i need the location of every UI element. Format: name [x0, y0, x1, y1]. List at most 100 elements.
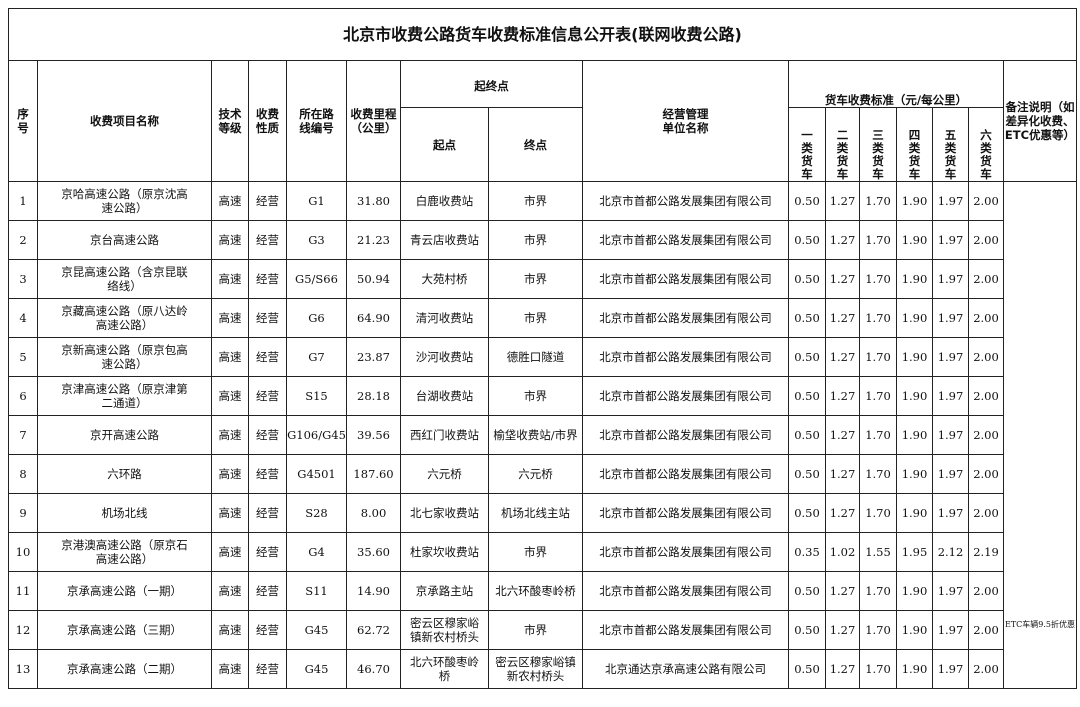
cell-mileage: 14.90	[346, 571, 401, 611]
cell-route: S28	[286, 493, 347, 533]
cell-fee-class-4: 1.90	[896, 571, 933, 611]
cell-end: 密云区穆家峪镇新农村桥头	[488, 649, 583, 689]
cell-mileage: 187.60	[346, 454, 401, 494]
cell-fee-class-1: 0.50	[788, 649, 826, 689]
cell-end: 六元桥	[488, 454, 583, 494]
cell-route: S15	[286, 376, 347, 416]
cell-operator: 北京市首都公路发展集团有限公司	[582, 454, 789, 494]
cell-end: 市界	[488, 610, 583, 650]
cell-route: G7	[286, 337, 347, 377]
cell-grade: 高速	[211, 610, 249, 650]
cell-end: 德胜口隧道	[488, 337, 583, 377]
cell-fee-class-2: 1.27	[825, 415, 860, 455]
header-operator: 经营管理单位名称	[582, 60, 789, 182]
cell-no: 1	[8, 181, 38, 221]
cell-mileage: 31.80	[346, 181, 401, 221]
cell-fee-class-6: 2.00	[968, 415, 1004, 455]
cell-fee-class-1: 0.50	[788, 454, 826, 494]
cell-fee-class-4: 1.90	[896, 454, 933, 494]
cell-grade: 高速	[211, 415, 249, 455]
cell-fee-class-5: 1.97	[932, 337, 969, 377]
cell-fee-class-6: 2.00	[968, 298, 1004, 338]
cell-end: 市界	[488, 259, 583, 299]
cell-mileage: 21.23	[346, 220, 401, 260]
cell-end: 市界	[488, 298, 583, 338]
cell-fee-class-2: 1.27	[825, 337, 860, 377]
header-grade: 技术等级	[211, 60, 249, 182]
cell-route: G106/G45	[286, 415, 347, 455]
cell-grade: 高速	[211, 532, 249, 572]
header-route: 所在路线编号	[286, 60, 347, 182]
cell-fee-class-4: 1.90	[896, 415, 933, 455]
cell-mileage: 23.87	[346, 337, 401, 377]
cell-fee-class-5: 1.97	[932, 259, 969, 299]
cell-fee-class-3: 1.70	[859, 337, 897, 377]
cell-name: 京津高速公路（原京津第二通道）	[37, 376, 212, 416]
header-nature: 收费性质	[248, 60, 287, 182]
cell-fee-class-6: 2.00	[968, 571, 1004, 611]
cell-operator: 北京市首都公路发展集团有限公司	[582, 376, 789, 416]
cell-start: 北六环酸枣岭桥	[400, 649, 489, 689]
cell-fee-class-5: 1.97	[932, 454, 969, 494]
cell-operator: 北京市首都公路发展集团有限公司	[582, 337, 789, 377]
cell-fee-class-6: 2.00	[968, 181, 1004, 221]
header-end: 终点	[488, 107, 583, 182]
cell-fee-class-6: 2.19	[968, 532, 1004, 572]
cell-fee-class-3: 1.70	[859, 493, 897, 533]
cell-fee-class-3: 1.70	[859, 376, 897, 416]
cell-fee-class-3: 1.70	[859, 610, 897, 650]
cell-operator: 北京市首都公路发展集团有限公司	[582, 571, 789, 611]
cell-fee-class-3: 1.70	[859, 259, 897, 299]
cell-nature: 经营	[248, 376, 287, 416]
cell-start: 清河收费站	[400, 298, 489, 338]
table-row: 6 京津高速公路（原京津第二通道） 高速 经营 S15 28.18 台湖收费站 市界 北京市首都…	[8, 376, 1077, 416]
cell-start: 杜家坎收费站	[400, 532, 489, 572]
cell-name: 京承高速公路（二期）	[37, 649, 212, 689]
cell-fee-class-5: 2.12	[932, 532, 969, 572]
cell-route: G6	[286, 298, 347, 338]
cell-fee-class-1: 0.50	[788, 493, 826, 533]
cell-fee-class-2: 1.27	[825, 571, 860, 611]
cell-route: S11	[286, 571, 347, 611]
cell-nature: 经营	[248, 220, 287, 260]
cell-no: 10	[8, 532, 38, 572]
cell-fee-class-1: 0.50	[788, 610, 826, 650]
cell-fee-class-1: 0.35	[788, 532, 826, 572]
cell-fee-class-3: 1.70	[859, 298, 897, 338]
cell-fee-class-5: 1.97	[932, 181, 969, 221]
cell-fee-class-2: 1.27	[825, 454, 860, 494]
cell-no: 11	[8, 571, 38, 611]
table-row: 1 京哈高速公路（原京沈高速公路） 高速 经营 G1 31.80 白鹿收费站 市界 北京市首都公…	[8, 181, 1077, 689]
cell-fee-class-5: 1.97	[932, 220, 969, 260]
cell-end: 机场北线主站	[488, 493, 583, 533]
cell-route: G45	[286, 610, 347, 650]
table-row: 9 机场北线 高速 经营 S28 8.00 北七家收费站 机场北线主站 北京市首都公路发展集团有…	[8, 493, 1077, 533]
cell-operator: 北京市首都公路发展集团有限公司	[582, 259, 789, 299]
header-class-4: 四类货车	[896, 107, 933, 182]
cell-operator: 北京通达京承高速公路有限公司	[582, 649, 789, 689]
cell-mileage: 28.18	[346, 376, 401, 416]
cell-operator: 北京市首都公路发展集团有限公司	[582, 415, 789, 455]
cell-fee-class-3: 1.70	[859, 649, 897, 689]
cell-fee-class-2: 1.27	[825, 259, 860, 299]
cell-fee-class-5: 1.97	[932, 493, 969, 533]
cell-remark: ETC车辆9.5折优惠	[1003, 181, 1077, 689]
cell-fee-class-4: 1.90	[896, 376, 933, 416]
cell-grade: 高速	[211, 649, 249, 689]
cell-nature: 经营	[248, 649, 287, 689]
header-class-3: 三类货车	[859, 107, 897, 182]
cell-name: 机场北线	[37, 493, 212, 533]
cell-fee-class-2: 1.27	[825, 298, 860, 338]
cell-nature: 经营	[248, 337, 287, 377]
cell-fee-class-1: 0.50	[788, 571, 826, 611]
header-no: 序号	[8, 60, 38, 182]
cell-nature: 经营	[248, 181, 287, 221]
cell-nature: 经营	[248, 454, 287, 494]
cell-operator: 北京市首都公路发展集团有限公司	[582, 493, 789, 533]
cell-fee-class-2: 1.27	[825, 493, 860, 533]
cell-fee-class-4: 1.90	[896, 610, 933, 650]
cell-grade: 高速	[211, 220, 249, 260]
cell-fee-class-6: 2.00	[968, 649, 1004, 689]
cell-nature: 经营	[248, 610, 287, 650]
cell-fee-class-5: 1.97	[932, 415, 969, 455]
